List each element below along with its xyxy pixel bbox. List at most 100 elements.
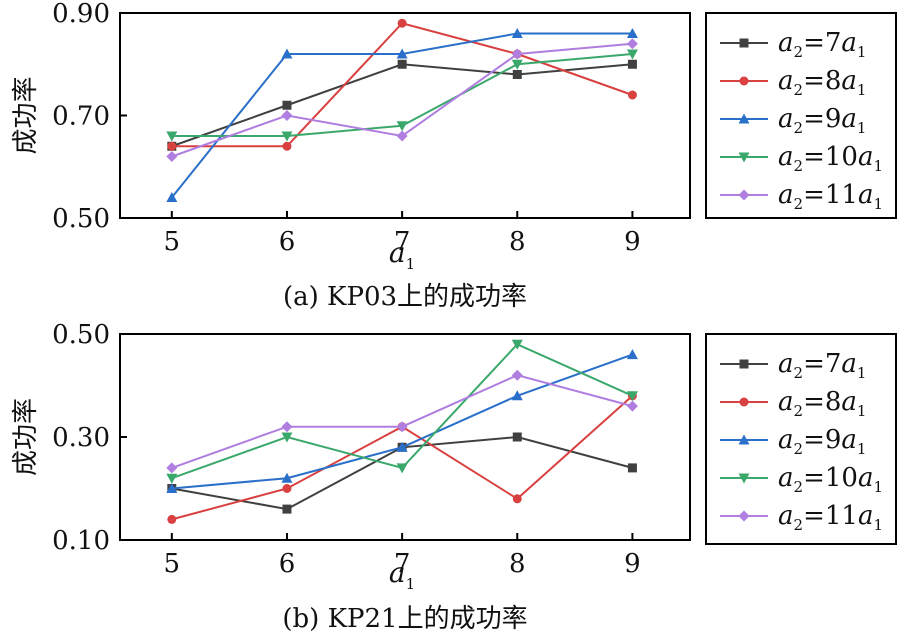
legend-swatch-marker [739, 76, 749, 86]
data-point [512, 494, 522, 504]
data-point [511, 369, 523, 381]
x-tick-label: 5 [164, 227, 181, 257]
data-point [627, 90, 637, 100]
legend-swatch-marker [738, 510, 750, 522]
data-point [396, 421, 408, 433]
legend-swatch-marker [738, 434, 750, 445]
legend: a2=7a1 a2=8a1 a2=9a1 a2=10a1 a2=11a1 [705, 333, 897, 545]
data-point [396, 463, 408, 474]
data-point [166, 131, 178, 142]
x-tick-label: 8 [509, 227, 526, 257]
y-axis-label: 成功率 [11, 76, 41, 154]
data-point [511, 48, 523, 60]
data-point [626, 38, 638, 50]
data-point [281, 48, 293, 59]
legend-entry-label: a2=10a1 [778, 463, 883, 496]
legend-swatch-marker [739, 359, 749, 369]
data-point [281, 131, 293, 142]
y-tick-label: 0.30 [52, 423, 110, 453]
legend-swatch-marker [739, 397, 749, 407]
chart-panel-b: 0.10 0.30 0.50 5 6 7 8 9 成功率 a1 (b) KP21上的成功率 a2=7a… [11, 320, 897, 634]
data-point [282, 100, 292, 110]
series-11 [166, 369, 638, 474]
data-point [281, 432, 293, 443]
data-point [282, 504, 292, 514]
legend-swatch-marker [739, 38, 749, 48]
data-point [512, 70, 522, 79]
legend-entry-label: a2=7a1 [778, 349, 866, 382]
data-point [281, 421, 293, 433]
data-point [511, 390, 523, 401]
data-point [167, 514, 177, 524]
data-point [511, 339, 523, 350]
y-tick-label: 0.90 [52, 0, 110, 29]
legend-entry-label: a2=10a1 [778, 142, 883, 175]
plot-area-frame [119, 12, 691, 219]
legend-entry-label: a2=7a1 [778, 28, 866, 61]
series-10 [166, 49, 638, 142]
data-point [281, 110, 293, 121]
data-point [512, 432, 522, 442]
y-tick-label: 0.50 [52, 204, 110, 234]
series-11 [166, 38, 638, 162]
legend-swatch-marker [738, 473, 750, 484]
data-point [511, 28, 523, 38]
y-tick-label: 0.50 [52, 320, 110, 350]
legend-frame [705, 12, 897, 219]
series-9 [166, 349, 638, 493]
series-line [171, 395, 634, 521]
data-point [511, 59, 523, 70]
data-point [166, 192, 178, 202]
chart-caption: (a) KP03上的成功率 [283, 282, 527, 312]
x-tick-label: 8 [509, 549, 526, 579]
x-tick-label: 7 [394, 227, 411, 257]
series-9 [166, 28, 638, 202]
legend-entry-label: a2=11a1 [778, 501, 883, 534]
x-axis-label: a1 [389, 236, 415, 273]
data-point [396, 121, 408, 132]
data-point [626, 400, 638, 412]
data-point [397, 59, 407, 69]
legend-swatch-marker [738, 152, 750, 163]
y-tick-label: 0.10 [52, 526, 110, 556]
chart-caption: (b) KP21上的成功率 [282, 604, 527, 634]
data-point [396, 48, 408, 59]
data-point [397, 18, 407, 28]
legend-entry-label: a2=9a1 [778, 104, 866, 137]
data-point [282, 484, 292, 493]
data-point [626, 349, 638, 360]
series-10 [166, 339, 638, 484]
series-8 [167, 391, 637, 524]
chart-panel-a: 0.50 0.70 0.90 5 6 7 8 9 成功率 a1 (a) KP03上的成功率 a2=7a… [11, 0, 897, 312]
legend-entry-label: a2=11a1 [778, 180, 883, 213]
legend-swatch-marker [738, 113, 750, 124]
x-tick-label: 6 [279, 549, 296, 579]
data-point [626, 28, 638, 38]
data-point [166, 483, 178, 493]
legend-entry-label: a2=9a1 [778, 425, 866, 458]
data-point [396, 441, 408, 452]
data-point [167, 141, 177, 151]
data-point [282, 141, 292, 151]
x-tick-label: 9 [624, 549, 641, 579]
y-axis-label: 成功率 [11, 398, 41, 476]
data-point [166, 473, 178, 484]
data-point [626, 391, 638, 402]
legend: a2=7a1 a2=8a1 a2=9a1 a2=10a1 a2=11a1 [705, 12, 897, 219]
x-tick-label: 5 [164, 549, 181, 579]
data-point [626, 49, 638, 60]
x-tick-label: 9 [624, 227, 641, 257]
data-point [627, 463, 637, 473]
x-axis-label: a1 [389, 556, 415, 593]
data-point [166, 462, 178, 474]
legend-entry-label: a2=8a1 [778, 387, 866, 420]
data-point [627, 59, 637, 69]
legend-swatch-marker [738, 189, 750, 201]
y-tick-label: 0.70 [52, 102, 110, 132]
legend-entry-label: a2=8a1 [778, 66, 866, 99]
data-point [396, 130, 408, 142]
series-8 [167, 18, 637, 151]
x-tick-label: 6 [279, 227, 296, 257]
x-tick-label: 7 [394, 549, 411, 579]
